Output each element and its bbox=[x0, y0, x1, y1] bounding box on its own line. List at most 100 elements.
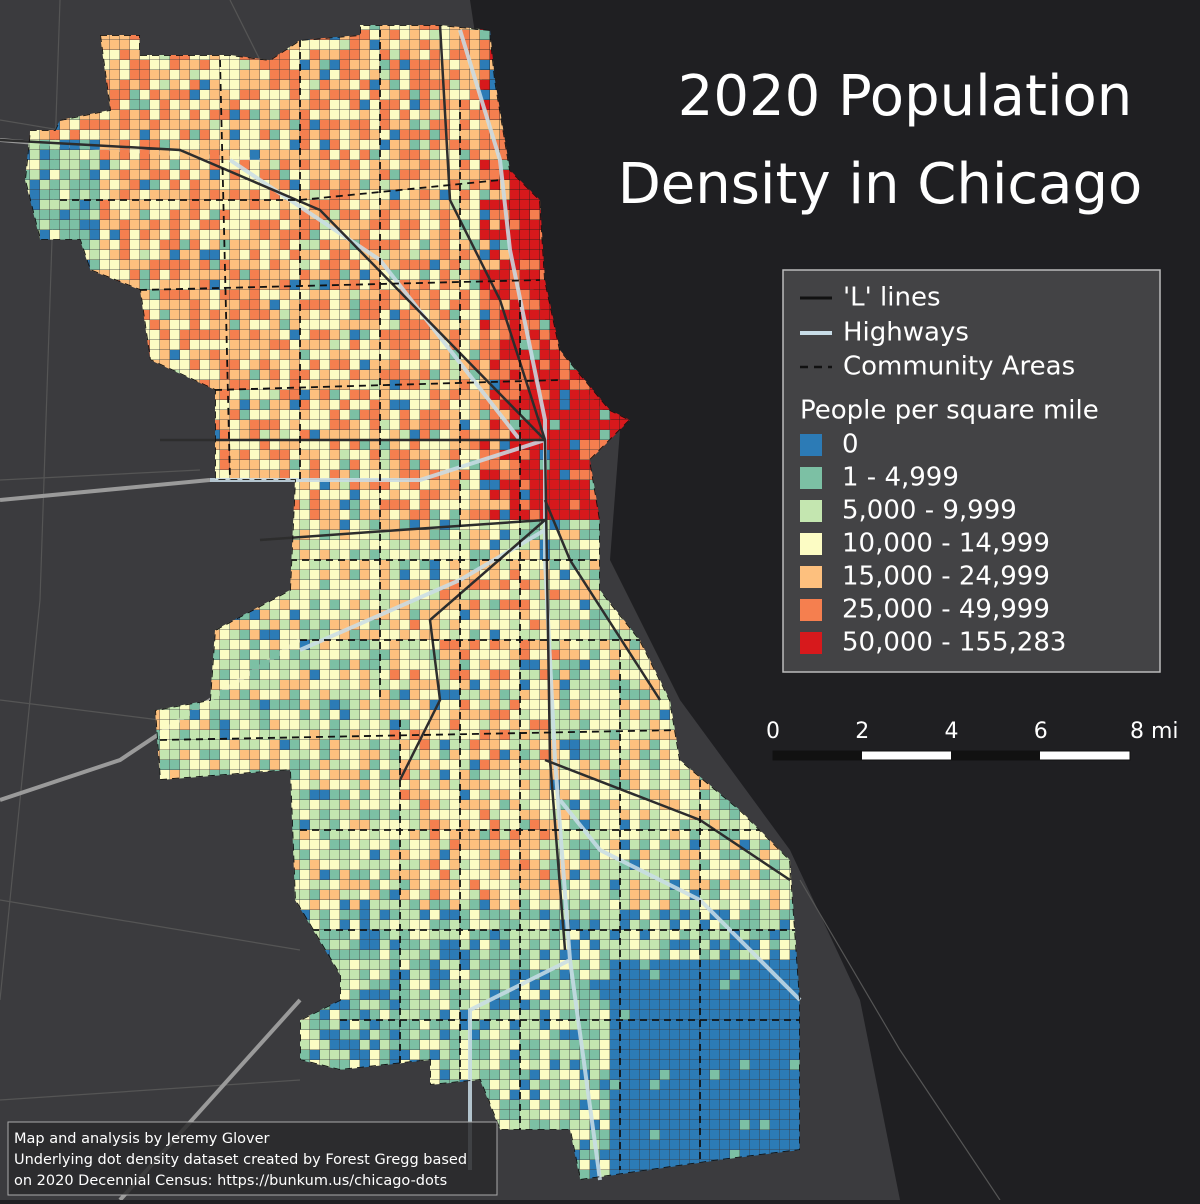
density-cell bbox=[350, 220, 360, 230]
density-cell bbox=[530, 550, 540, 560]
density-cell bbox=[420, 530, 430, 540]
density-cell bbox=[60, 160, 70, 170]
density-cell bbox=[410, 330, 420, 340]
density-cell bbox=[440, 230, 450, 240]
density-cell bbox=[280, 400, 290, 410]
density-cell bbox=[380, 350, 390, 360]
density-cell bbox=[390, 440, 400, 450]
density-cell bbox=[390, 200, 400, 210]
density-cell bbox=[430, 25, 440, 30]
density-cell bbox=[380, 200, 390, 210]
density-cell bbox=[510, 380, 520, 390]
density-cell bbox=[520, 600, 530, 610]
density-cell bbox=[110, 260, 120, 270]
density-cell bbox=[430, 420, 440, 430]
density-cell bbox=[170, 240, 180, 250]
density-cell bbox=[430, 30, 440, 40]
density-cell bbox=[300, 550, 310, 560]
density-cell bbox=[460, 290, 470, 300]
density-cell bbox=[210, 320, 220, 330]
density-cell bbox=[350, 550, 360, 560]
density-cell bbox=[190, 170, 200, 180]
density-cell bbox=[350, 300, 360, 310]
density-cell bbox=[440, 240, 450, 250]
density-cell bbox=[220, 200, 230, 210]
density-cell bbox=[350, 40, 360, 50]
density-cell bbox=[360, 150, 370, 160]
density-cell bbox=[380, 300, 390, 310]
density-cell bbox=[340, 570, 350, 580]
density-cell bbox=[250, 150, 260, 160]
density-cell bbox=[510, 580, 520, 590]
density-cell bbox=[180, 210, 190, 220]
density-cell bbox=[550, 400, 560, 410]
density-cell bbox=[260, 110, 270, 120]
density-cell bbox=[470, 370, 480, 380]
density-cell bbox=[250, 110, 260, 120]
density-cell bbox=[450, 250, 460, 260]
density-cell bbox=[140, 260, 150, 270]
density-cell bbox=[480, 290, 490, 300]
density-cell bbox=[230, 300, 240, 310]
density-cell bbox=[480, 380, 490, 390]
density-cell bbox=[440, 440, 450, 450]
density-cell bbox=[460, 470, 470, 480]
density-cell bbox=[220, 450, 230, 460]
density-cell bbox=[270, 630, 280, 640]
density-cell bbox=[290, 100, 300, 110]
density-cell bbox=[340, 110, 350, 120]
density-cell bbox=[400, 260, 410, 270]
density-cell bbox=[540, 340, 550, 350]
density-cell bbox=[500, 400, 510, 410]
density-cell bbox=[130, 280, 140, 290]
density-cell bbox=[310, 390, 320, 400]
density-cell bbox=[450, 70, 460, 80]
density-cell bbox=[430, 370, 440, 380]
density-cell bbox=[500, 260, 510, 270]
density-cell bbox=[360, 230, 370, 240]
density-cell bbox=[250, 270, 260, 280]
density-cell bbox=[240, 280, 250, 290]
density-cell bbox=[410, 50, 420, 60]
density-cell bbox=[580, 490, 590, 500]
density-cell bbox=[410, 490, 420, 500]
density-cell bbox=[490, 480, 500, 490]
density-cell bbox=[90, 230, 100, 240]
density-cell bbox=[300, 570, 310, 580]
density-cell bbox=[440, 500, 450, 510]
density-cell bbox=[330, 140, 340, 150]
density-cell bbox=[450, 400, 460, 410]
density-cell bbox=[390, 250, 400, 260]
density-cell bbox=[590, 510, 600, 520]
density-cell bbox=[360, 590, 370, 600]
density-cell bbox=[350, 420, 360, 430]
density-cell bbox=[190, 280, 200, 290]
density-cell bbox=[590, 520, 600, 530]
density-cell bbox=[190, 120, 200, 130]
density-cell bbox=[390, 480, 400, 490]
density-cell bbox=[230, 60, 240, 70]
density-cell bbox=[380, 490, 390, 500]
density-cell bbox=[210, 220, 220, 230]
density-cell bbox=[560, 490, 570, 500]
density-cell bbox=[350, 120, 360, 130]
density-cell bbox=[520, 290, 530, 300]
density-cell bbox=[410, 340, 420, 350]
density-cell bbox=[410, 230, 420, 240]
density-cell bbox=[310, 610, 320, 620]
density-cell bbox=[500, 520, 510, 530]
density-cell bbox=[520, 210, 530, 220]
density-cell bbox=[450, 100, 460, 110]
density-cell bbox=[370, 410, 380, 420]
density-cell bbox=[350, 310, 360, 320]
density-cell bbox=[560, 500, 570, 510]
density-cell bbox=[170, 250, 180, 260]
density-cell bbox=[440, 560, 450, 570]
density-cell bbox=[430, 50, 440, 60]
density-cell bbox=[560, 570, 570, 580]
density-cell bbox=[320, 610, 330, 620]
density-cell bbox=[430, 440, 440, 450]
density-cell bbox=[390, 530, 400, 540]
density-cell bbox=[290, 60, 300, 70]
density-cell bbox=[260, 360, 270, 370]
